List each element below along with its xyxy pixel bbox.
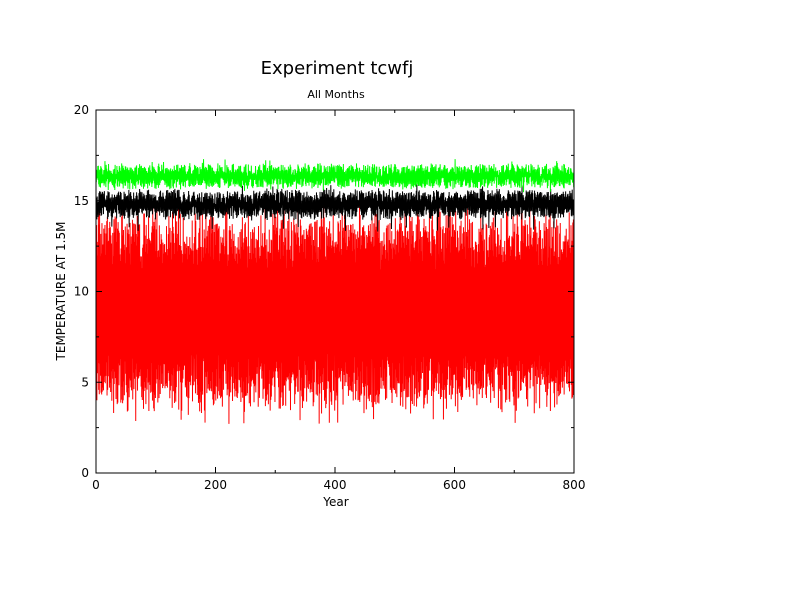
series-layer	[95, 159, 575, 424]
y-tick-label: 20	[74, 103, 89, 117]
chart-title: Experiment tcwfj	[261, 58, 414, 79]
y-tick-label: 10	[74, 285, 89, 299]
y-tick-label: 0	[81, 466, 89, 480]
y-tick-label: 15	[74, 194, 89, 208]
series-line-2	[95, 159, 575, 193]
y-axis-label: TEMPERATURE AT 1.5M	[54, 222, 68, 362]
x-tick-label: 800	[563, 478, 586, 492]
x-tick-label: 400	[324, 478, 347, 492]
y-tick-label: 5	[81, 375, 89, 389]
tick-layer: 0 200 400 600 800 0 5 10 15 20	[74, 103, 586, 492]
x-tick-label: 200	[204, 478, 227, 492]
x-tick-label: 600	[443, 478, 466, 492]
x-axis-label: Year	[322, 495, 348, 509]
series-line-1	[95, 184, 575, 232]
chart-subtitle: All Months	[307, 88, 365, 101]
series-line-0	[95, 200, 575, 424]
x-tick-label: 0	[92, 478, 100, 492]
